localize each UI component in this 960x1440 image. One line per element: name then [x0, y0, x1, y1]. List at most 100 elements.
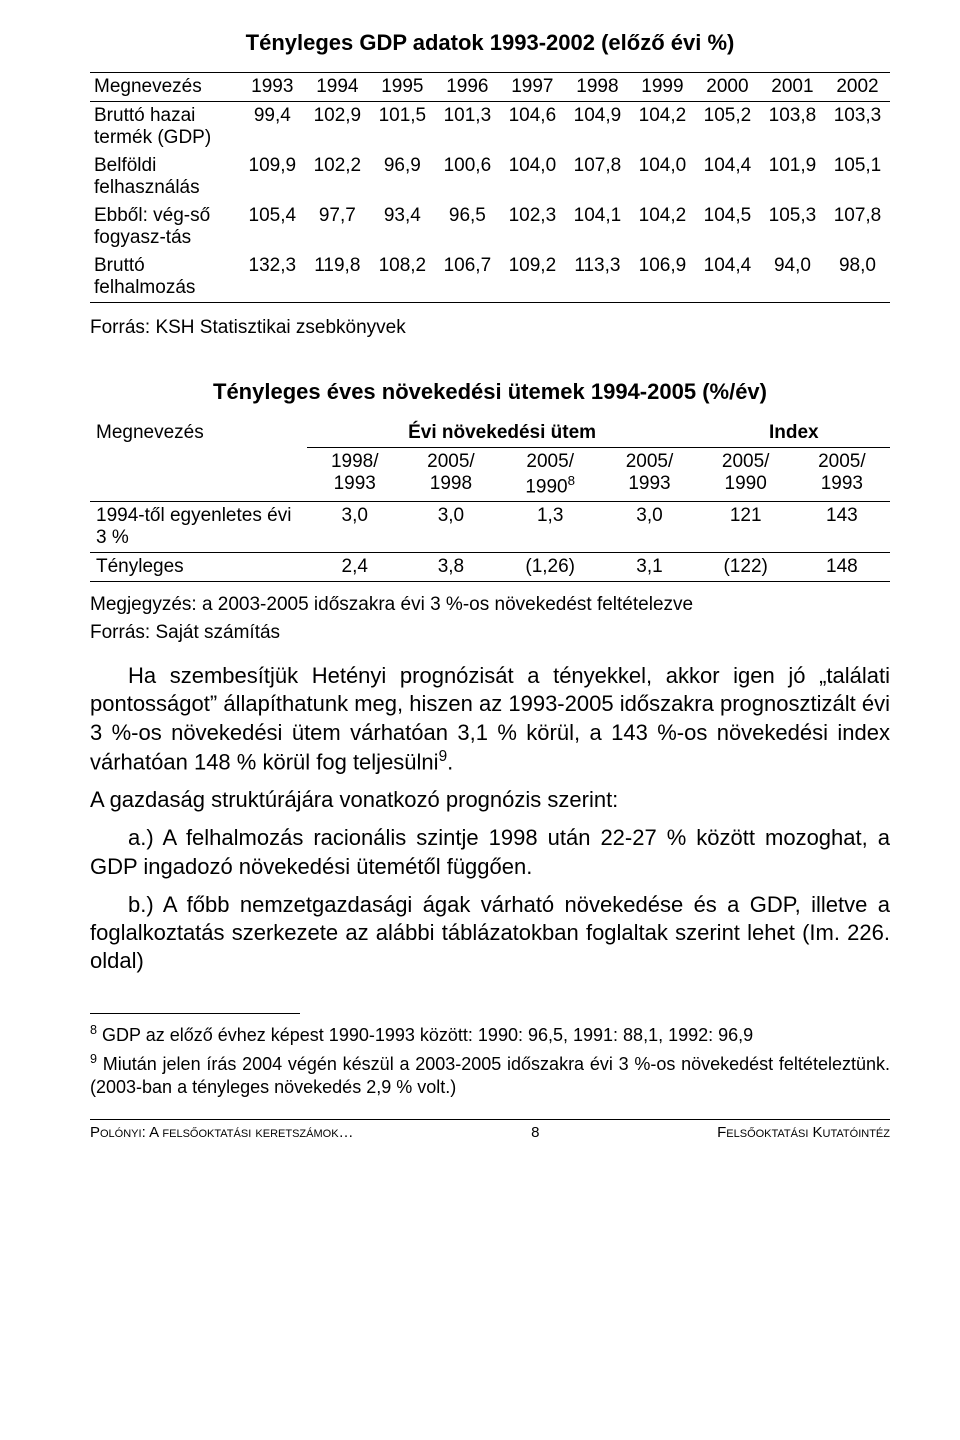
t2-sub: 2005/ 19908: [499, 448, 601, 502]
t2-sub: 2005/ 1990: [698, 448, 794, 502]
t1-row-label: Belföldi felhasználás: [90, 152, 240, 202]
t2-col1: Megnevezés: [90, 419, 307, 502]
t2-row-label: 1994-től egyenletes évi 3 %: [90, 502, 307, 553]
growth-table: Megnevezés Évi növekedési ütem Index 199…: [90, 419, 890, 582]
t2-cell: 3,0: [403, 502, 499, 553]
t1-cell: 107,8: [565, 152, 630, 202]
table2-title: Tényleges éves növekedési ütemek 1994-20…: [90, 379, 890, 405]
table-row: Belföldi felhasználás 109,9 102,2 96,9 1…: [90, 152, 890, 202]
t1-cell: 103,3: [825, 102, 890, 153]
paragraph: b.) A főbb nemzetgazdasági ágak várható …: [90, 891, 890, 975]
body-text: Ha szembesítjük Hetényi prognózisát a té…: [90, 662, 890, 975]
t2-cell: 3,8: [403, 553, 499, 582]
t1-cell: 104,5: [695, 202, 760, 252]
t1-row-label: Ebből: vég-ső fogyasz-tás: [90, 202, 240, 252]
table2-source: Forrás: Saját számítás: [90, 622, 890, 644]
t1-year: 2001: [760, 73, 825, 102]
t2-cell: 3,1: [601, 553, 697, 582]
t1-cell: 104,2: [630, 202, 695, 252]
t1-cell: 105,4: [240, 202, 305, 252]
table-row: 1994-től egyenletes évi 3 % 3,0 3,0 1,3 …: [90, 502, 890, 553]
t1-cell: 106,9: [630, 252, 695, 303]
t2-sub: 2005/ 1993: [794, 448, 890, 502]
t1-col-header: Megnevezés: [90, 73, 240, 102]
t1-cell: 96,5: [435, 202, 500, 252]
t2-sub: 2005/ 1998: [403, 448, 499, 502]
t1-cell: 104,6: [500, 102, 565, 153]
t2-cell: 143: [794, 502, 890, 553]
t1-cell: 104,2: [630, 102, 695, 153]
t2-cell: 121: [698, 502, 794, 553]
t2-cell: 1,3: [499, 502, 601, 553]
t2-cell: 3,0: [307, 502, 403, 553]
t1-year: 1995: [370, 73, 435, 102]
t2-cell: (122): [698, 553, 794, 582]
table-row: Bruttó hazai termék (GDP) 99,4 102,9 101…: [90, 102, 890, 153]
footnotes: 8 GDP az előző évhez képest 1990-1993 kö…: [90, 1022, 890, 1099]
gdp-table: Megnevezés 1993 1994 1995 1996 1997 1998…: [90, 72, 890, 303]
t1-cell: 108,2: [370, 252, 435, 303]
table-row: Tényleges 2,4 3,8 (1,26) 3,1 (122) 148: [90, 553, 890, 582]
t2-cell: (1,26): [499, 553, 601, 582]
t2-row-label: Tényleges: [90, 553, 307, 582]
t1-cell: 102,9: [305, 102, 370, 153]
t1-cell: 109,2: [500, 252, 565, 303]
table-row: Bruttó felhalmozás 132,3 119,8 108,2 106…: [90, 252, 890, 303]
t1-cell: 101,9: [760, 152, 825, 202]
footnote-separator: [90, 1013, 300, 1014]
footnote: 8 GDP az előző évhez képest 1990-1993 kö…: [90, 1022, 890, 1047]
t1-cell: 104,4: [695, 152, 760, 202]
t1-row-label: Bruttó hazai termék (GDP): [90, 102, 240, 153]
t1-cell: 102,2: [305, 152, 370, 202]
t1-cell: 106,7: [435, 252, 500, 303]
table-row: Ebből: vég-ső fogyasz-tás 105,4 97,7 93,…: [90, 202, 890, 252]
t1-year: 1998: [565, 73, 630, 102]
t1-cell: 104,1: [565, 202, 630, 252]
t1-year: 2000: [695, 73, 760, 102]
t1-cell: 94,0: [760, 252, 825, 303]
t1-year: 1996: [435, 73, 500, 102]
paragraph: Ha szembesítjük Hetényi prognózisát a té…: [90, 662, 890, 776]
t1-year: 1997: [500, 73, 565, 102]
table1-source: Forrás: KSH Statisztikai zsebkönyvek: [90, 317, 890, 339]
t2-cell: 148: [794, 553, 890, 582]
t1-cell: 132,3: [240, 252, 305, 303]
t2-sub: 1998/ 1993: [307, 448, 403, 502]
t2-grp2: Index: [698, 419, 890, 448]
t1-cell: 107,8: [825, 202, 890, 252]
page-number: 8: [531, 1124, 539, 1141]
t1-cell: 105,3: [760, 202, 825, 252]
footnote: 9 Miután jelen írás 2004 végén készül a …: [90, 1051, 890, 1099]
t1-cell: 104,0: [630, 152, 695, 202]
t1-cell: 105,2: [695, 102, 760, 153]
t1-cell: 93,4: [370, 202, 435, 252]
t1-cell: 119,8: [305, 252, 370, 303]
t1-year: 1994: [305, 73, 370, 102]
footer-left: Polónyi: A felsőoktatási keretszámok…: [90, 1124, 354, 1141]
page-footer: Polónyi: A felsőoktatási keretszámok… 8 …: [90, 1119, 890, 1141]
t1-cell: 104,4: [695, 252, 760, 303]
t1-cell: 104,0: [500, 152, 565, 202]
t1-cell: 101,5: [370, 102, 435, 153]
t1-cell: 100,6: [435, 152, 500, 202]
t2-grp1: Évi növekedési ütem: [307, 419, 698, 448]
t1-year: 1993: [240, 73, 305, 102]
t1-cell: 98,0: [825, 252, 890, 303]
t1-cell: 104,9: [565, 102, 630, 153]
t1-cell: 97,7: [305, 202, 370, 252]
paragraph: a.) A felhalmozás racionális szintje 199…: [90, 824, 890, 880]
footer-right: Felsőoktatási Kutatóintéz: [717, 1124, 890, 1141]
t1-year: 1999: [630, 73, 695, 102]
table2-note: Megjegyzés: a 2003-2005 időszakra évi 3 …: [90, 594, 890, 616]
t2-cell: 2,4: [307, 553, 403, 582]
paragraph: A gazdaság struktúrájára vonatkozó progn…: [90, 786, 890, 814]
t1-year: 2002: [825, 73, 890, 102]
t1-cell: 103,8: [760, 102, 825, 153]
t1-cell: 96,9: [370, 152, 435, 202]
t1-cell: 101,3: [435, 102, 500, 153]
t1-cell: 102,3: [500, 202, 565, 252]
t1-row-label: Bruttó felhalmozás: [90, 252, 240, 303]
t1-cell: 113,3: [565, 252, 630, 303]
table1-title: Tényleges GDP adatok 1993-2002 (előző év…: [90, 30, 890, 56]
t2-sub: 2005/ 1993: [601, 448, 697, 502]
